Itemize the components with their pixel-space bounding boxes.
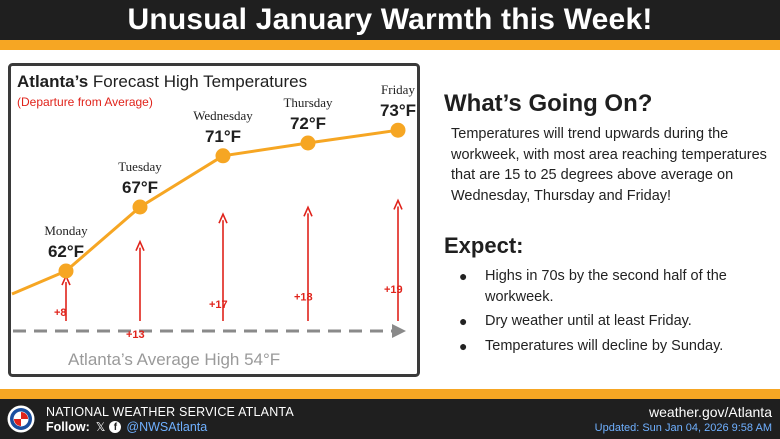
updated-timestamp: Updated: Sun Jan 04, 2026 9:58 AM bbox=[594, 422, 772, 434]
departure-arrowhead-thursday bbox=[303, 205, 313, 217]
departure-label-friday: +19 bbox=[384, 284, 403, 296]
website-link[interactable]: weather.gov/Atlanta bbox=[649, 404, 772, 420]
nws-logo-icon bbox=[7, 405, 35, 433]
departure-label-thursday: +18 bbox=[294, 292, 313, 304]
forecast-chart: Atlanta’s Forecast High Temperatures (De… bbox=[8, 63, 420, 377]
facebook-icon[interactable]: f bbox=[109, 421, 122, 433]
departure-label-monday: +8 bbox=[54, 307, 67, 319]
header-bar: Unusual January Warmth this Week! bbox=[0, 0, 780, 40]
chart-marks: +8 +13 +17 +18 +19 Monday 62°F Tuesday 67°F Wedne… bbox=[11, 82, 416, 341]
average-line bbox=[13, 324, 406, 338]
expect-item: ● Dry weather until at least Friday. bbox=[457, 311, 767, 332]
temp-label-tuesday: 67°F bbox=[122, 178, 158, 197]
temp-label-friday: 73°F bbox=[380, 101, 416, 120]
whats-going-on-body: Temperatures will trend upwards during t… bbox=[451, 126, 767, 204]
accent-stripe-bottom bbox=[0, 389, 780, 399]
expect-item: ● Highs in 70s by the second half of the … bbox=[459, 268, 727, 305]
follow-row: Follow: 𝕏 f @NWSAtlanta bbox=[46, 420, 207, 434]
temperature-line bbox=[11, 128, 399, 296]
temperature-point-tuesday bbox=[132, 199, 148, 215]
temp-label-thursday: 72°F bbox=[290, 114, 326, 133]
temperature-point-friday bbox=[390, 122, 406, 138]
temp-label-wednesday: 71°F bbox=[205, 127, 241, 146]
expect-heading: Expect: bbox=[444, 233, 524, 258]
x-logo-icon[interactable]: 𝕏 bbox=[95, 420, 106, 434]
office-name: NATIONAL WEATHER SERVICE ATLANTA bbox=[46, 405, 294, 419]
departure-arrowhead-wednesday bbox=[218, 212, 228, 224]
forecast-chart-panel: Atlanta’s Forecast High Temperatures (De… bbox=[8, 63, 420, 377]
bullet-icon: ● bbox=[459, 268, 468, 284]
average-label: Atlanta’s Average High 54°F bbox=[68, 350, 280, 369]
average-arrowhead bbox=[392, 324, 406, 338]
expect-item: ● Temperatures will decline by Sunday. bbox=[457, 336, 767, 357]
temperature-point-wednesday bbox=[215, 148, 231, 164]
footer-bar: NATIONAL WEATHER SERVICE ATLANTA Follow:… bbox=[0, 399, 780, 439]
temperature-point-monday bbox=[58, 263, 74, 279]
departure-label-tuesday: +13 bbox=[126, 329, 145, 341]
day-label-tuesday: Tuesday bbox=[118, 159, 162, 174]
day-label-friday: Friday bbox=[381, 82, 415, 97]
bullet-icon: ● bbox=[459, 313, 468, 329]
day-label-thursday: Thursday bbox=[283, 95, 333, 110]
chart-title: Atlanta’s Forecast High Temperatures bbox=[17, 72, 307, 91]
temp-label-monday: 62°F bbox=[48, 242, 84, 261]
social-handle-link[interactable]: @NWSAtlanta bbox=[126, 420, 208, 434]
whats-going-on-heading: What’s Going On? bbox=[444, 90, 653, 117]
bullet-icon: ● bbox=[459, 337, 468, 354]
day-label-wednesday: Wednesday bbox=[193, 108, 253, 123]
chart-subtitle: (Departure from Average) bbox=[17, 95, 153, 109]
departure-label-wednesday: +17 bbox=[209, 299, 228, 311]
day-label-monday: Monday bbox=[44, 223, 88, 238]
departure-arrowhead-tuesday bbox=[135, 239, 145, 252]
expect-list: ● Highs in 70s by the second half of the … bbox=[457, 266, 767, 360]
departure-arrowhead-friday bbox=[393, 198, 403, 210]
temperature-point-thursday bbox=[300, 135, 316, 151]
page-title: Unusual January Warmth this Week! bbox=[127, 3, 653, 36]
follow-label: Follow: bbox=[46, 420, 90, 434]
accent-stripe-top bbox=[0, 40, 780, 50]
